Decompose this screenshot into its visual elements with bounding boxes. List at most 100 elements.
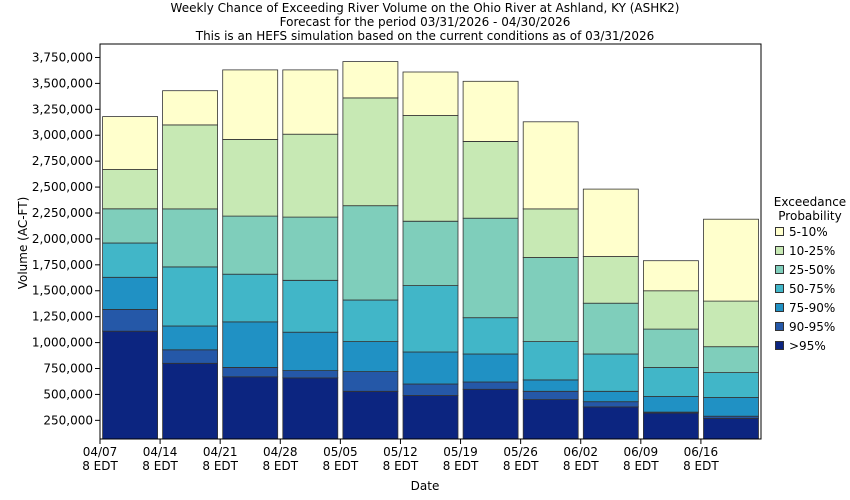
bar-segment-50-75% bbox=[402, 285, 459, 353]
bar-week-8 bbox=[522, 121, 579, 440]
bar-segment-90-95% bbox=[342, 371, 399, 392]
y-tick-label: 3,000,000 bbox=[32, 128, 93, 142]
legend-swatch bbox=[775, 322, 784, 331]
x-tick-label-date: 06/02 bbox=[563, 445, 598, 459]
legend-swatch bbox=[775, 265, 784, 274]
bar-segment-25-50% bbox=[282, 216, 339, 281]
legend-label: 50-75% bbox=[789, 282, 836, 296]
y-tick-label: 3,250,000 bbox=[32, 102, 93, 116]
bar-week-3 bbox=[222, 69, 279, 440]
x-tick-label-time: 8 EDT bbox=[623, 459, 659, 473]
bar-segment-75-90% bbox=[102, 276, 158, 310]
bar-segment-75-90% bbox=[462, 353, 519, 383]
y-tick-label: 500,000 bbox=[43, 387, 93, 401]
legend-swatch bbox=[775, 341, 784, 350]
x-tick-label-date: 06/09 bbox=[624, 445, 659, 459]
bar-segment-75-90% bbox=[162, 325, 219, 351]
chart-subtitle: Forecast for the period 03/31/2026 - 04/… bbox=[279, 15, 571, 29]
bar-segment->95% bbox=[342, 390, 399, 440]
legend-label: 25-50% bbox=[789, 263, 836, 277]
bar-segment-25-50% bbox=[703, 346, 759, 374]
x-tick-label-time: 8 EDT bbox=[443, 459, 479, 473]
bar-segment-10-25% bbox=[522, 208, 579, 258]
legend-title: Exceedance Probability bbox=[773, 195, 847, 223]
bar-segment-75-90% bbox=[522, 379, 579, 392]
bar-segment-10-25% bbox=[402, 115, 459, 222]
y-tick-label: 1,000,000 bbox=[32, 336, 93, 350]
bar-segment-50-75% bbox=[342, 299, 399, 343]
legend-label: 5-10% bbox=[789, 225, 828, 239]
bar-segment-75-90% bbox=[402, 351, 459, 385]
bar-segment-10-25% bbox=[462, 141, 519, 219]
bar-week-11 bbox=[703, 218, 759, 440]
bar-segment-25-50% bbox=[342, 205, 399, 301]
bar-segment-5-10% bbox=[643, 260, 699, 292]
bar-segment-75-90% bbox=[282, 331, 339, 372]
bar-segment-50-75% bbox=[222, 273, 279, 323]
bar-segment-25-50% bbox=[643, 328, 699, 368]
bar-segment-90-95% bbox=[402, 383, 459, 396]
chart-subtitle-2: This is an HEFS simulation based on the … bbox=[195, 29, 655, 43]
bar-week-10 bbox=[643, 260, 699, 440]
bar-week-2 bbox=[162, 90, 219, 440]
bar-segment-10-25% bbox=[222, 138, 279, 217]
chart-title: Weekly Chance of Exceeding River Volume … bbox=[170, 1, 680, 15]
bar-segment-5-10% bbox=[462, 80, 519, 142]
x-tick-label-time: 8 EDT bbox=[503, 459, 539, 473]
y-tick-label: 2,750,000 bbox=[32, 154, 93, 168]
bar-segment-50-75% bbox=[643, 367, 699, 397]
bar-segment-50-75% bbox=[582, 353, 639, 392]
y-tick-label: 250,000 bbox=[43, 413, 93, 427]
bar-segment-75-90% bbox=[582, 390, 639, 403]
x-tick-label-time: 8 EDT bbox=[383, 459, 419, 473]
bar-segment->95% bbox=[162, 362, 219, 440]
bar-week-6 bbox=[402, 71, 459, 440]
bar-segment-5-10% bbox=[102, 116, 158, 170]
bar-segment-90-95% bbox=[102, 308, 158, 332]
bar-segment-25-50% bbox=[582, 302, 639, 355]
x-tick-label-date: 05/19 bbox=[443, 445, 478, 459]
bar-week-5 bbox=[342, 61, 399, 440]
bar-segment-90-95% bbox=[462, 381, 519, 390]
bar-segment->95% bbox=[522, 399, 579, 440]
y-tick-label: 2,000,000 bbox=[32, 232, 93, 246]
x-tick-label-time: 8 EDT bbox=[323, 459, 359, 473]
bar-segment-50-75% bbox=[462, 317, 519, 355]
y-tick-label: 1,500,000 bbox=[32, 284, 93, 298]
bar-segment-50-75% bbox=[102, 242, 158, 278]
bar-week-1 bbox=[102, 116, 158, 440]
bar-segment-10-25% bbox=[703, 300, 759, 348]
x-tick-label-date: 05/05 bbox=[323, 445, 358, 459]
bar-segment-50-75% bbox=[282, 279, 339, 333]
bar-segment-5-10% bbox=[282, 69, 339, 135]
bar-segment-75-90% bbox=[342, 341, 399, 373]
x-tick-label-date: 05/12 bbox=[383, 445, 418, 459]
bar-segment-25-50% bbox=[522, 257, 579, 343]
y-tick-label: 750,000 bbox=[43, 362, 93, 376]
x-tick-label-time: 8 EDT bbox=[142, 459, 178, 473]
bar-segment-5-10% bbox=[162, 90, 219, 126]
bar-segment-50-75% bbox=[703, 372, 759, 398]
bar-segment-75-90% bbox=[703, 397, 759, 417]
bar-segment-50-75% bbox=[522, 341, 579, 381]
x-tick-label-date: 04/14 bbox=[143, 445, 178, 459]
bar-segment-10-25% bbox=[102, 168, 158, 210]
legend-label: 90-95% bbox=[789, 320, 836, 334]
legend-label: 10-25% bbox=[789, 244, 836, 258]
bar-segment-25-50% bbox=[222, 215, 279, 275]
bar-segment-90-95% bbox=[522, 390, 579, 400]
bar-segment-5-10% bbox=[703, 218, 759, 302]
bar-segment->95% bbox=[402, 395, 459, 440]
legend-swatch bbox=[775, 227, 784, 236]
x-tick-label-time: 8 EDT bbox=[563, 459, 599, 473]
bar-segment-5-10% bbox=[582, 188, 639, 257]
x-tick-label-date: 04/21 bbox=[203, 445, 238, 459]
bar-segment->95% bbox=[643, 412, 699, 440]
y-tick-label: 2,500,000 bbox=[32, 180, 93, 194]
x-tick-label-date: 05/26 bbox=[503, 445, 538, 459]
bar-segment-10-25% bbox=[282, 133, 339, 218]
bar-week-4 bbox=[282, 69, 339, 440]
bar-segment-25-50% bbox=[402, 220, 459, 287]
x-tick-label-date: 04/28 bbox=[263, 445, 298, 459]
bar-segment-10-25% bbox=[582, 256, 639, 304]
